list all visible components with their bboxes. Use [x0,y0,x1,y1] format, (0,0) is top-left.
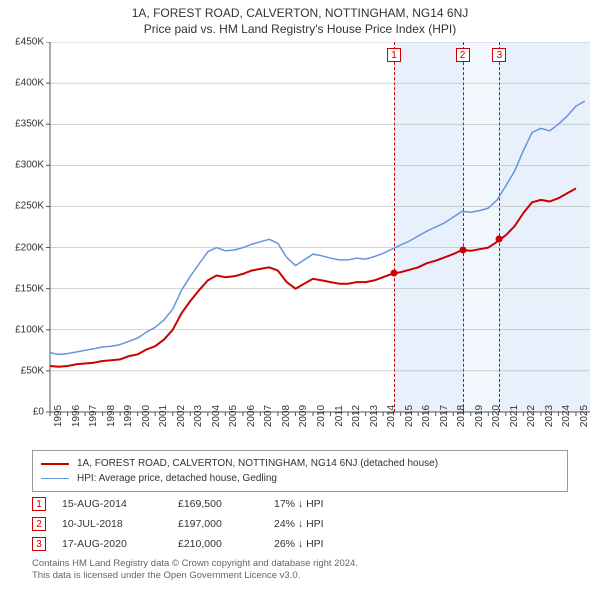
x-tick-label: 2009 [298,405,309,427]
x-tick-label: 2012 [351,405,362,427]
x-tick-label: 1998 [106,405,117,427]
x-tick-label: 1996 [71,405,82,427]
legend-label-1: 1A, FOREST ROAD, CALVERTON, NOTTINGHAM, … [77,458,438,469]
sale-price: £197,000 [178,518,258,530]
marker-box: 1 [387,48,401,62]
attribution-line-2: This data is licensed under the Open Gov… [32,570,358,582]
x-tick-label: 2000 [141,405,152,427]
chart-plot-area: 123 £0£50K£100K£150K£200K£250K£300K£350K… [50,42,590,412]
sale-delta: 24% ↓ HPI [274,518,324,530]
chart-container: 1A, FOREST ROAD, CALVERTON, NOTTINGHAM, … [0,0,600,590]
sale-marker: 2 [32,517,46,531]
sale-marker: 1 [32,497,46,511]
x-tick-label: 2003 [193,405,204,427]
x-tick-label: 2020 [491,405,502,427]
sale-marker: 3 [32,537,46,551]
x-tick-label: 1995 [53,405,64,427]
x-tick-label: 2017 [439,405,450,427]
x-tick-label: 2002 [176,405,187,427]
marker-dot [390,269,397,276]
x-tick-label: 2008 [281,405,292,427]
x-tick-label: 2023 [544,405,555,427]
x-tick-label: 2004 [211,405,222,427]
y-tick-label: £400K [0,78,44,89]
marker-box: 2 [456,48,470,62]
x-tick-label: 2001 [158,405,169,427]
chart-subtitle: Price paid vs. HM Land Registry's House … [0,22,600,42]
sale-row: 3 17-AUG-2020 £210,000 26% ↓ HPI [32,534,324,554]
sale-events: 1 15-AUG-2014 £169,500 17% ↓ HPI 2 10-JUL-201… [32,494,324,554]
marker-dot [459,247,466,254]
y-tick-label: £100K [0,324,44,335]
x-tick-label: 2018 [456,405,467,427]
legend-label-2: HPI: Average price, detached house, Gedl… [77,473,277,484]
legend-row-1: 1A, FOREST ROAD, CALVERTON, NOTTINGHAM, … [41,456,559,471]
chart-title: 1A, FOREST ROAD, CALVERTON, NOTTINGHAM, … [0,0,600,22]
x-tick-label: 2025 [579,405,590,427]
x-tick-label: 2016 [421,405,432,427]
x-tick-label: 2006 [246,405,257,427]
x-tick-label: 2011 [334,405,345,427]
sale-delta: 26% ↓ HPI [274,538,324,550]
y-tick-label: £150K [0,283,44,294]
x-tick-label: 2019 [474,405,485,427]
marker-dot [496,236,503,243]
legend: 1A, FOREST ROAD, CALVERTON, NOTTINGHAM, … [32,450,568,492]
x-tick-label: 2005 [228,405,239,427]
y-tick-label: £200K [0,242,44,253]
sale-price: £169,500 [178,498,258,510]
x-tick-label: 2024 [561,405,572,427]
attribution-line-1: Contains HM Land Registry data © Crown c… [32,558,358,570]
x-tick-label: 2014 [386,405,397,427]
x-tick-label: 2010 [316,405,327,427]
sale-date: 17-AUG-2020 [62,538,162,550]
attribution: Contains HM Land Registry data © Crown c… [32,558,358,582]
chart-series [50,42,590,412]
sale-price: £210,000 [178,538,258,550]
sale-date: 10-JUL-2018 [62,518,162,530]
marker-box: 3 [492,48,506,62]
x-tick-label: 1999 [123,405,134,427]
x-tick-label: 2015 [404,405,415,427]
y-tick-label: £250K [0,201,44,212]
x-tick-label: 2013 [369,405,380,427]
legend-swatch-blue [41,478,69,479]
legend-row-2: HPI: Average price, detached house, Gedl… [41,471,559,486]
x-tick-label: 2022 [526,405,537,427]
sale-date: 15-AUG-2014 [62,498,162,510]
sale-row: 1 15-AUG-2014 £169,500 17% ↓ HPI [32,494,324,514]
y-tick-label: £300K [0,160,44,171]
y-tick-label: £50K [0,365,44,376]
sale-delta: 17% ↓ HPI [274,498,324,510]
sale-row: 2 10-JUL-2018 £197,000 24% ↓ HPI [32,514,324,534]
x-tick-label: 2007 [263,405,274,427]
x-tick-label: 1997 [88,405,99,427]
legend-swatch-red [41,463,69,465]
y-tick-label: £450K [0,37,44,48]
y-tick-label: £350K [0,119,44,130]
y-tick-label: £0 [0,407,44,418]
x-tick-label: 2021 [509,405,520,427]
